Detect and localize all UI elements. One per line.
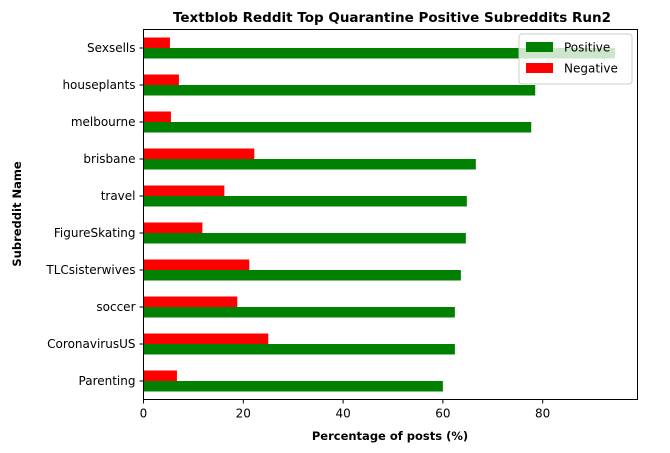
bar-negative-coronavirusus	[143, 333, 269, 344]
legend-swatch-negative	[526, 63, 553, 73]
legend-label-negative: Negative	[564, 62, 618, 76]
x-tick-label: 60	[435, 407, 450, 421]
bar-negative-parenting	[143, 370, 177, 381]
y-axis-label: Subreddit Name	[10, 161, 24, 266]
bar-negative-melbourne	[143, 111, 171, 122]
bar-negative-brisbane	[143, 148, 255, 159]
x-axis-ticks: 0 20 40 60 80	[140, 399, 550, 421]
bar-negative-travel	[143, 185, 225, 196]
chart-title: Textblob Reddit Top Quarantine Positive …	[173, 10, 611, 26]
bar-positive-brisbane	[143, 159, 476, 170]
bar-positive-melbourne	[143, 122, 532, 133]
bar-positive-parenting	[143, 381, 443, 392]
bar-negative-sexsells	[143, 37, 170, 48]
bar-negative-soccer	[143, 296, 238, 307]
bar-positive-soccer	[143, 307, 455, 318]
y-tick-label: melbourne	[71, 115, 136, 129]
bars-group	[143, 37, 616, 392]
legend-label-positive: Positive	[564, 41, 610, 55]
y-tick-label: TLCsisterwives	[45, 263, 135, 277]
legend: Positive Negative	[518, 33, 633, 85]
y-tick-label: Parenting	[79, 374, 136, 388]
y-axis-ticks: Sexsells houseplants melbourne brisbane trav…	[45, 41, 144, 388]
bar-positive-figureskating	[143, 233, 466, 244]
y-tick-label: brisbane	[83, 152, 135, 166]
bar-positive-travel	[143, 196, 467, 207]
y-tick-label: Sexsells	[87, 41, 135, 55]
y-tick-label: FigureSkating	[54, 226, 136, 240]
bar-negative-houseplants	[143, 74, 179, 85]
y-tick-label: soccer	[96, 300, 135, 314]
x-tick-label: 20	[236, 407, 251, 421]
y-tick-label: CoronavirusUS	[47, 337, 135, 351]
bar-negative-tlcsisterwives	[143, 259, 250, 270]
legend-swatch-positive	[526, 42, 553, 52]
x-tick-label: 0	[140, 407, 148, 421]
bar-positive-houseplants	[143, 85, 536, 96]
bar-positive-coronavirusus	[143, 344, 455, 355]
bar-positive-tlcsisterwives	[143, 270, 461, 281]
bar-positive-sexsells	[143, 48, 616, 59]
x-tick-label: 80	[535, 407, 550, 421]
bar-negative-figureskating	[143, 222, 203, 233]
y-tick-label: travel	[101, 189, 136, 203]
x-axis-label: Percentage of posts (%)	[312, 429, 468, 443]
x-tick-label: 40	[335, 407, 350, 421]
plot-frame	[143, 29, 638, 400]
y-tick-label: houseplants	[62, 78, 135, 92]
